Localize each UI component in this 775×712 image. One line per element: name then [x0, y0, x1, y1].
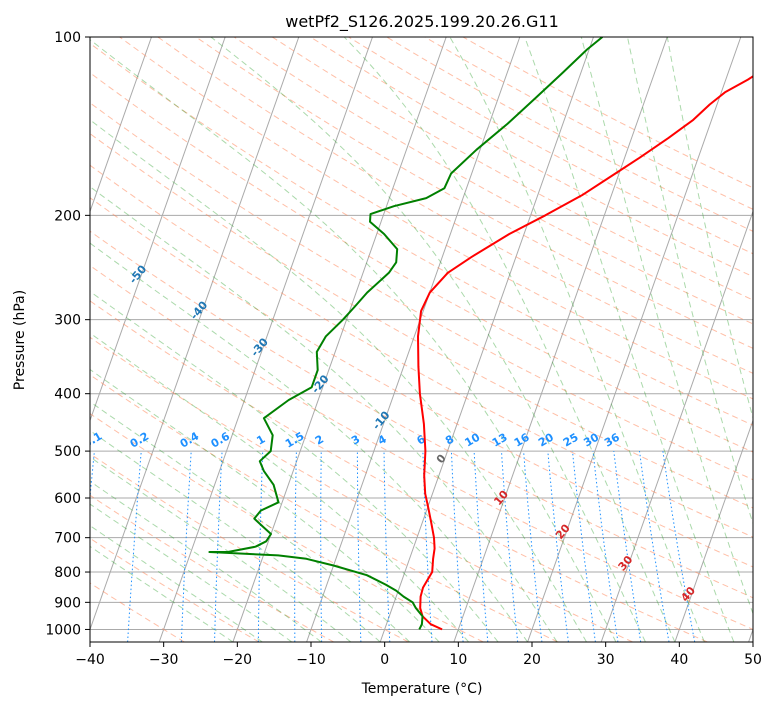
y-tick-label: 400	[54, 387, 81, 403]
y-tick-label: 900	[54, 595, 81, 611]
x-axis: −40 −30 −20 −10 0 10 20 30 40 50	[75, 642, 762, 668]
chart-title: wetPf2_S126.2025.199.20.26.G11	[285, 12, 559, 32]
x-tick-label: 40	[670, 652, 688, 668]
x-tick-label: 30	[597, 652, 615, 668]
y-tick-label: 300	[54, 313, 81, 329]
x-tick-label: 50	[744, 652, 762, 668]
x-tick-label: −10	[296, 652, 326, 668]
x-tick-label: 10	[449, 652, 467, 668]
y-tick-label: 700	[54, 531, 81, 547]
x-tick-label: −30	[149, 652, 179, 668]
y-tick-label: 200	[54, 208, 81, 224]
x-tick-label: −40	[75, 652, 105, 668]
y-tick-label: 500	[54, 444, 81, 460]
x-tick-label: 0	[380, 652, 389, 668]
y-tick-label: 600	[54, 491, 81, 507]
y-axis-title: Pressure (hPa)	[12, 290, 28, 390]
x-tick-label: 20	[523, 652, 541, 668]
x-axis-title: Temperature (°C)	[361, 681, 483, 697]
y-tick-label: 100	[54, 30, 81, 46]
isotherm-label: -60	[66, 226, 89, 250]
y-axis: 100 200 300 400 500 600 700 800 900 1000	[45, 30, 90, 638]
y-tick-label: 1000	[45, 622, 81, 638]
isotherm-line	[0, 37, 4, 642]
x-tick-label: −20	[223, 652, 253, 668]
y-tick-label: 800	[54, 565, 81, 581]
isotherm-label: -70	[5, 189, 28, 213]
